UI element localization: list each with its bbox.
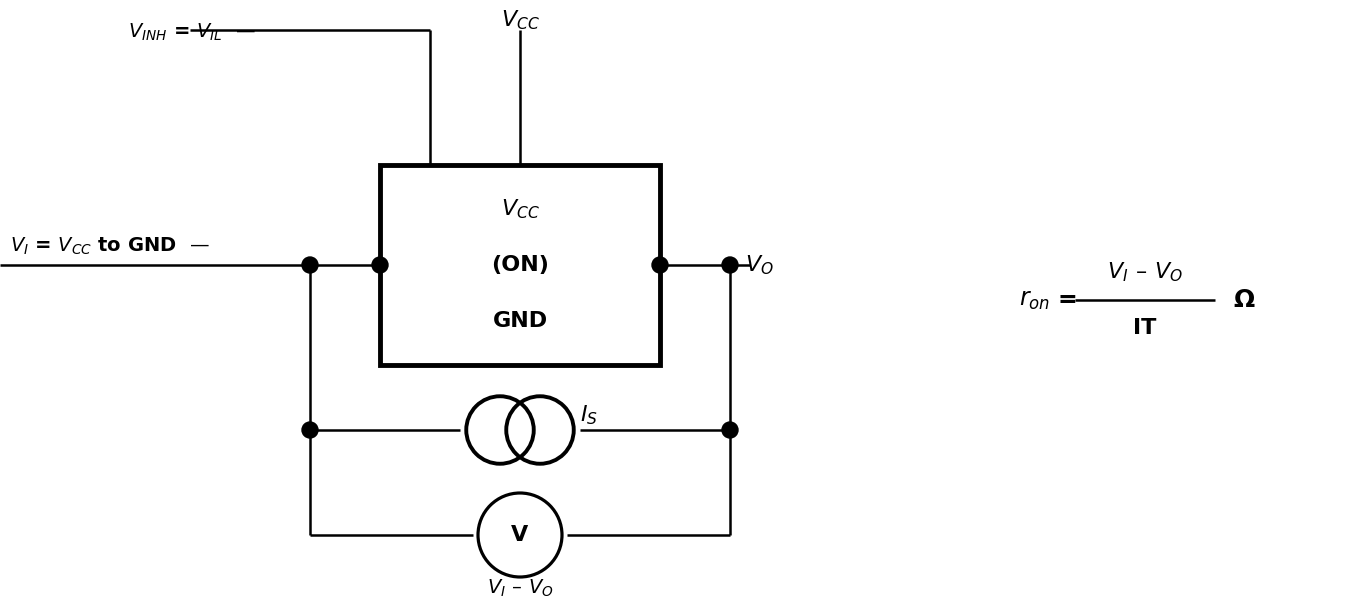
Text: $r_{on}$: $r_{on}$ (1019, 288, 1050, 312)
Circle shape (372, 257, 388, 273)
Text: GND: GND (492, 311, 547, 331)
Circle shape (302, 422, 318, 438)
Text: Ω: Ω (1233, 288, 1254, 312)
Text: $V_{CC}$: $V_{CC}$ (500, 197, 539, 221)
Text: $I_S$: $I_S$ (580, 403, 599, 427)
Circle shape (723, 422, 737, 438)
Text: $V_{CC}$: $V_{CC}$ (500, 8, 539, 32)
Circle shape (652, 257, 669, 273)
Circle shape (466, 397, 534, 464)
Text: $V_I$ – $V_O$: $V_I$ – $V_O$ (487, 578, 554, 599)
Bar (380, 165, 661, 365)
Text: V: V (511, 525, 528, 545)
Text: =: = (1058, 288, 1078, 312)
Text: $V_I$ – $V_O$: $V_I$ – $V_O$ (1107, 260, 1184, 284)
Text: IT: IT (1134, 318, 1157, 338)
Circle shape (302, 257, 318, 273)
Circle shape (479, 493, 562, 577)
Text: $V_O$: $V_O$ (745, 253, 774, 277)
Text: (ON): (ON) (491, 255, 549, 275)
Circle shape (723, 257, 737, 273)
Text: $V_{INH}$ = $V_{IL}$  —: $V_{INH}$ = $V_{IL}$ — (128, 22, 256, 43)
Circle shape (507, 397, 574, 464)
Text: $V_I$ = $V_{CC}$ to GND  —: $V_I$ = $V_{CC}$ to GND — (9, 235, 210, 257)
